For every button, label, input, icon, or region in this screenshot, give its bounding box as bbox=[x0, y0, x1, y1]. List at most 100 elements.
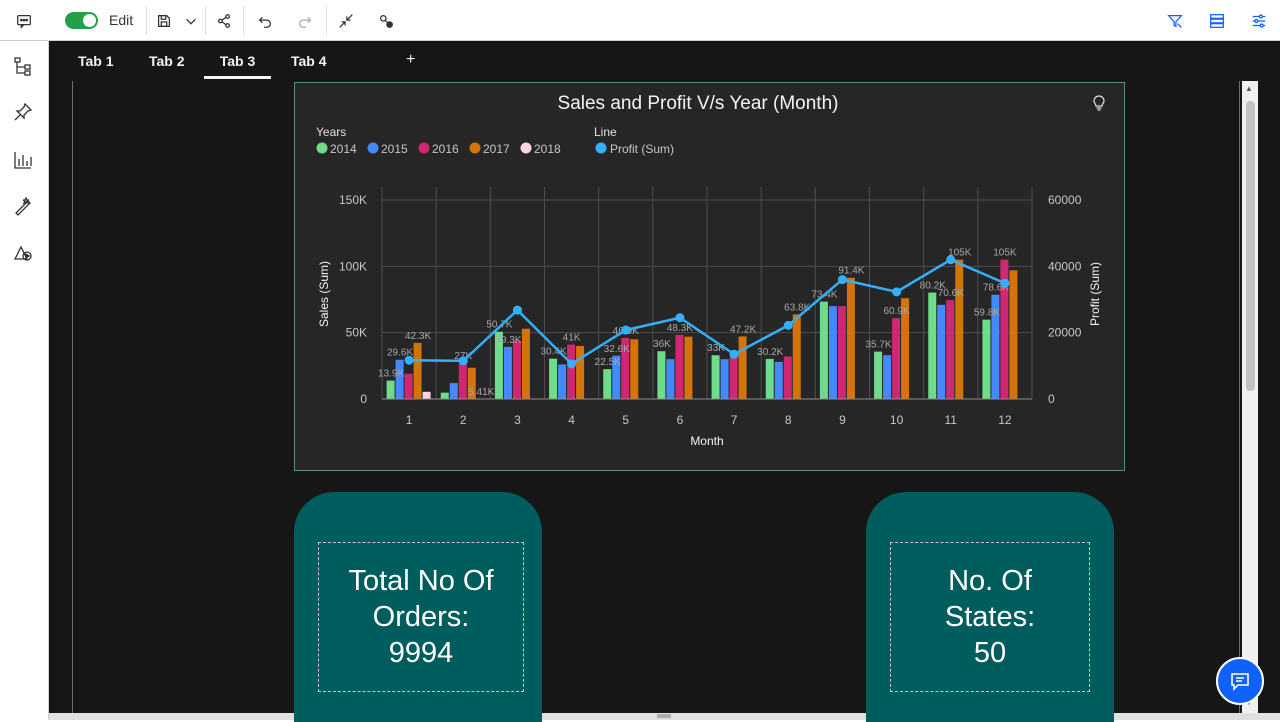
bar-2018-month-1[interactable] bbox=[422, 391, 431, 399]
bar-2017-month-12[interactable] bbox=[1009, 270, 1018, 399]
chevron-down-icon[interactable] bbox=[178, 8, 204, 34]
profit-line[interactable] bbox=[404, 255, 1010, 369]
bar-2015-month-5[interactable] bbox=[612, 355, 621, 399]
tab-2[interactable]: Tab 2 bbox=[149, 53, 185, 69]
bar-2015-month-10[interactable] bbox=[883, 355, 892, 399]
profit-point-month-7[interactable] bbox=[729, 349, 739, 359]
share-icon[interactable] bbox=[211, 8, 237, 34]
bar-2015-month-1[interactable] bbox=[395, 359, 404, 399]
profit-point-month-11[interactable] bbox=[946, 255, 956, 265]
properties-icon[interactable] bbox=[1246, 8, 1272, 34]
profit-point-month-6[interactable] bbox=[675, 313, 685, 323]
profit-line-path bbox=[409, 258, 1006, 366]
bar-2014-month-12[interactable] bbox=[982, 319, 991, 399]
bar-2016-month-10[interactable] bbox=[892, 318, 901, 399]
tab-4[interactable]: Tab 4 bbox=[291, 53, 327, 69]
profit-point-month-12[interactable] bbox=[1000, 278, 1010, 288]
bar-2016-month-9[interactable] bbox=[837, 306, 846, 399]
bar-2016-month-5[interactable] bbox=[621, 337, 630, 399]
save-icon[interactable] bbox=[151, 8, 177, 34]
bar-2017-month-6[interactable] bbox=[684, 336, 693, 399]
profit-point-month-4[interactable] bbox=[567, 359, 577, 369]
kpi-orders-text-box[interactable]: Total No Of Orders: 9994 bbox=[318, 542, 524, 692]
profit-point-month-1[interactable] bbox=[404, 355, 414, 365]
tab-3[interactable]: Tab 3 bbox=[204, 41, 271, 79]
tree-icon[interactable] bbox=[12, 55, 36, 79]
undo-icon[interactable] bbox=[252, 8, 278, 34]
navigation-icon[interactable] bbox=[12, 241, 36, 265]
add-tab-button[interactable]: + bbox=[406, 51, 416, 68]
bar-2017-month-8[interactable] bbox=[792, 314, 801, 399]
scroll-up-icon[interactable]: ▲ bbox=[1245, 84, 1253, 93]
vertical-scrollbar[interactable]: ▲ ▼ bbox=[1242, 81, 1258, 713]
profit-point-month-10[interactable] bbox=[892, 287, 902, 297]
bar-2017-month-10[interactable] bbox=[901, 298, 910, 399]
kpi-states-text-box[interactable]: No. Of States: 50 bbox=[890, 542, 1090, 692]
bar-2014-month-7[interactable] bbox=[711, 355, 720, 399]
x-tick-label: 11 bbox=[945, 413, 958, 427]
bar-2014-month-9[interactable] bbox=[819, 301, 828, 399]
bar-2014-month-11[interactable] bbox=[928, 292, 937, 399]
bar-2016-month-1[interactable] bbox=[404, 373, 413, 399]
bar-2015-month-2[interactable] bbox=[449, 383, 458, 399]
assistant-icon[interactable] bbox=[12, 195, 36, 219]
bar-2014-month-10[interactable] bbox=[874, 351, 883, 399]
bar-2014-month-4[interactable] bbox=[549, 358, 558, 399]
bar-2015-month-8[interactable] bbox=[774, 361, 783, 399]
bar-2014-month-1[interactable] bbox=[386, 380, 395, 399]
bar-2015-month-9[interactable] bbox=[828, 306, 837, 399]
redo-icon[interactable] bbox=[292, 8, 318, 34]
bar-2014-month-3[interactable] bbox=[494, 331, 503, 399]
bar-2016-month-12[interactable] bbox=[1000, 259, 1009, 399]
bar-2014-month-5[interactable] bbox=[603, 369, 612, 399]
bar-2016-month-3[interactable] bbox=[512, 340, 521, 399]
bar-2017-month-11[interactable] bbox=[955, 259, 964, 399]
chart-legend[interactable]: 2014 2015 2016 2017 2018 Profit (Sum) bbox=[316, 142, 675, 156]
bar-2017-month-7[interactable] bbox=[738, 336, 747, 399]
data-sources-icon[interactable] bbox=[1204, 8, 1230, 34]
edit-toggle[interactable] bbox=[65, 12, 98, 29]
bar-2016-month-2[interactable] bbox=[458, 363, 467, 399]
bar-2016-month-4[interactable] bbox=[567, 344, 576, 399]
bar-2015-month-11[interactable] bbox=[937, 304, 946, 399]
collapse-icon[interactable] bbox=[333, 8, 359, 34]
bar-2016-month-6[interactable] bbox=[675, 334, 684, 399]
relationship-icon[interactable] bbox=[373, 8, 399, 34]
bar-2017-month-4[interactable] bbox=[576, 345, 585, 399]
bar-2014-month-8[interactable] bbox=[765, 358, 774, 399]
profit-point-month-8[interactable] bbox=[783, 320, 793, 330]
pin-icon[interactable] bbox=[12, 101, 36, 125]
profit-point-month-5[interactable] bbox=[621, 325, 631, 335]
bar-2016-month-11[interactable] bbox=[946, 300, 955, 399]
comment-icon[interactable] bbox=[11, 8, 37, 34]
bar-2014-month-2[interactable] bbox=[440, 392, 449, 399]
chart-widget[interactable]: Sales and Profit V/s Year (Month) Years … bbox=[294, 82, 1125, 471]
bar-data-label: 35.7K bbox=[866, 340, 892, 351]
scroll-thumb[interactable] bbox=[1246, 101, 1255, 391]
resize-handle[interactable] bbox=[49, 713, 1280, 720]
bar-2017-month-5[interactable] bbox=[630, 339, 639, 399]
chart-bars[interactable] bbox=[386, 259, 1018, 399]
bar-2017-month-2[interactable] bbox=[467, 367, 476, 399]
bar-2015-month-6[interactable] bbox=[666, 359, 675, 399]
filter-icon[interactable] bbox=[1162, 8, 1188, 34]
bar-2017-month-1[interactable] bbox=[413, 342, 422, 399]
profit-point-month-2[interactable] bbox=[458, 356, 468, 366]
bar-2017-month-9[interactable] bbox=[846, 277, 855, 399]
kpi-card-orders[interactable]: Total No Of Orders: 9994 bbox=[294, 492, 542, 722]
bar-2015-month-7[interactable] bbox=[720, 359, 729, 399]
bar-2017-month-3[interactable] bbox=[521, 328, 530, 399]
bar-2015-month-12[interactable] bbox=[991, 294, 1000, 399]
bar-2015-month-3[interactable] bbox=[503, 346, 512, 399]
tab-1[interactable]: Tab 1 bbox=[78, 53, 114, 69]
bar-2016-month-7[interactable] bbox=[729, 356, 738, 399]
kpi-card-states[interactable]: No. Of States: 50 bbox=[866, 492, 1114, 722]
lightbulb-icon[interactable] bbox=[1093, 95, 1105, 111]
profit-point-month-9[interactable] bbox=[837, 275, 847, 285]
profit-point-month-3[interactable] bbox=[512, 305, 522, 315]
bar-2016-month-8[interactable] bbox=[783, 356, 792, 399]
visualizations-icon[interactable] bbox=[12, 149, 36, 173]
bar-2014-month-6[interactable] bbox=[657, 351, 666, 399]
chat-button[interactable] bbox=[1216, 657, 1264, 705]
bar-2015-month-4[interactable] bbox=[558, 364, 567, 399]
